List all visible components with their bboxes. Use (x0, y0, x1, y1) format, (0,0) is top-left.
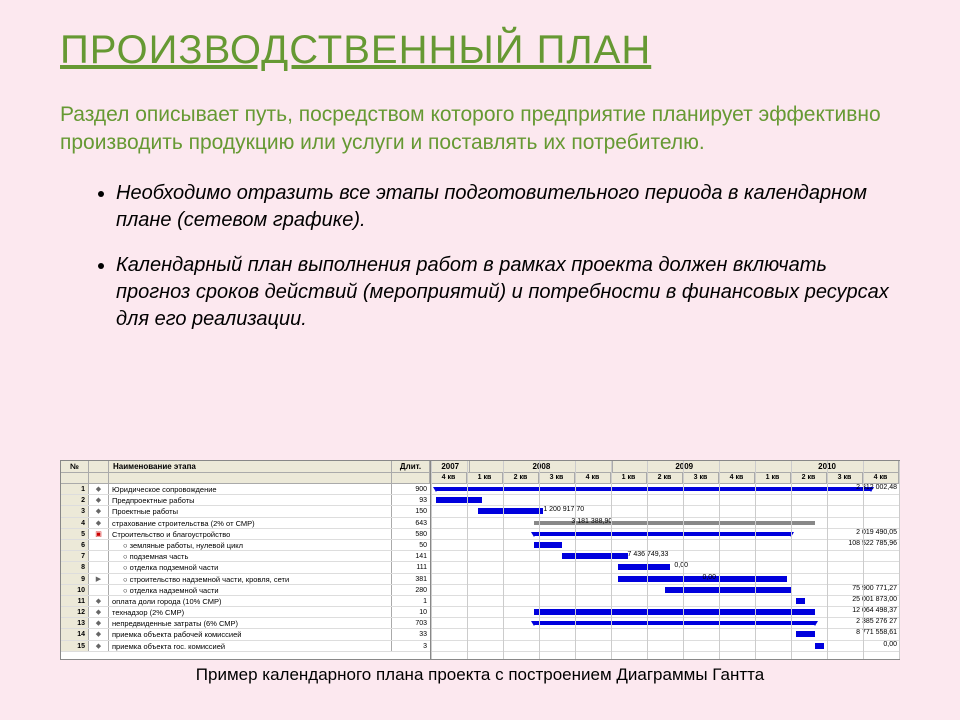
bar-value: 0,00 (674, 562, 688, 569)
gantt-row: 1◆Юридическое сопровождение900 (61, 484, 430, 495)
gantt-row: 6○ земляные работы, нулевой цикл50 (61, 540, 430, 551)
gantt-bar (534, 532, 791, 536)
gantt-row: 8○ отделка подземной части111 (61, 562, 430, 573)
bar-value: 2 019 490,05 (856, 529, 897, 536)
bar-value: 7 436 749,33 (628, 551, 669, 558)
quarter-header: 4 кв (575, 473, 611, 483)
gantt-bar (665, 587, 791, 593)
bar-value: 1 200 917,70 (543, 506, 584, 513)
gantt-bar-row (431, 495, 899, 506)
gantt-row: 4◆страхование строительства (2% от СМР)6… (61, 518, 430, 529)
gantt-bar-row: 7 436 749,33 (431, 551, 899, 562)
gantt-row: 15◆приемка объекта гос. комиссией3 (61, 641, 430, 652)
gantt-bar (618, 564, 669, 570)
bar-value: 25 001 873,00 (852, 596, 897, 603)
gantt-bar (815, 643, 824, 649)
gantt-bar-row: 0,00 (431, 574, 899, 585)
bullet-item: Календарный план выполнения работ в рамк… (116, 252, 900, 333)
gantt-bar-row: 75 900 771,27 (431, 585, 899, 596)
quarter-header: 4 кв (431, 473, 467, 483)
year-header: 2010 (756, 461, 899, 472)
col-name-header: Наименование этапа (109, 461, 392, 472)
gantt-bar (478, 508, 544, 514)
quarter-header: 2 кв (503, 473, 539, 483)
gantt-row: 13◆непредвиденные затраты (6% СМР)703 (61, 618, 430, 629)
intro-text: Раздел описывает путь, посредством котор… (60, 101, 900, 158)
gantt-bar-row: 2 312 002,48 (431, 484, 899, 495)
quarter-header: 1 кв (755, 473, 791, 483)
gantt-bar (562, 553, 628, 559)
gantt-row: 5▣Строительство и благоустройство580 (61, 529, 430, 540)
bar-value: 3 181 388,90 (571, 518, 612, 525)
year-header: 2008 (470, 461, 613, 472)
gantt-bar-row: 2 019 490,05 (431, 529, 899, 540)
quarter-header: 1 кв (467, 473, 503, 483)
gantt-bar-row: 1 200 917,70 (431, 506, 899, 517)
gantt-bar (534, 621, 815, 625)
quarter-header: 3 кв (827, 473, 863, 483)
gantt-chart: № Наименование этапа Длит. 1◆Юридическое… (60, 460, 900, 660)
quarter-header: 1 кв (611, 473, 647, 483)
gantt-bar (436, 497, 483, 503)
col-dur-header: Длит. (392, 461, 430, 472)
gantt-row: 7○ подземная часть141 (61, 551, 430, 562)
bullet-item: Необходимо отразить все этапы подготовит… (116, 180, 900, 234)
gantt-bar-row: 8 771 558,61 (431, 629, 899, 640)
quarter-header: 2 кв (647, 473, 683, 483)
quarter-header: 4 кв (719, 473, 755, 483)
gantt-bar-row: 12 064 498,37 (431, 607, 899, 618)
bar-value: 75 900 771,27 (852, 585, 897, 592)
quarter-header: 3 кв (683, 473, 719, 483)
gantt-bar (796, 631, 815, 637)
gantt-row: 11◆оплата доли города (10% СМР)1 (61, 596, 430, 607)
gantt-bar (534, 609, 815, 615)
bar-value: 2 312 002,48 (856, 484, 897, 491)
gantt-row: 14◆приемка объекта рабочей комиссией33 (61, 629, 430, 640)
slide-title: ПРОИЗВОДСТВЕННЫЙ ПЛАН (60, 28, 900, 73)
quarter-header: 2 кв (791, 473, 827, 483)
bar-value: 108 522 785,96 (848, 540, 897, 547)
gantt-bar-row: 0,00 (431, 641, 899, 652)
gantt-row: 10○ отделка надземной части280 (61, 585, 430, 596)
gantt-row: 9▶○ строительство надземной части, кровл… (61, 574, 430, 585)
year-header: 2007 (431, 461, 470, 472)
gantt-bar-row: 2 385 276 27 (431, 618, 899, 629)
bar-value: 0,00 (702, 574, 716, 581)
year-header: 2009 (613, 461, 756, 472)
bar-value: 2 385 276 27 (856, 618, 897, 625)
bar-value: 0,00 (883, 641, 897, 648)
quarter-header: 4 кв (863, 473, 899, 483)
gantt-table: № Наименование этапа Длит. 1◆Юридическое… (61, 461, 431, 659)
gantt-row: 12◆технадзор (2% СМР)10 (61, 607, 430, 618)
bar-value: 8 771 558,61 (856, 629, 897, 636)
gantt-bar-row: 3 181 388,90 (431, 518, 899, 529)
gantt-bar (436, 487, 871, 491)
gantt-bar (534, 542, 562, 548)
gantt-row: 3◆Проектные работы150 (61, 506, 430, 517)
gantt-bar-row: 25 001 873,00 (431, 596, 899, 607)
gantt-bar-row: 108 522 785,96 (431, 540, 899, 551)
bullet-list: Необходимо отразить все этапы подготовит… (60, 180, 900, 333)
bar-value: 12 064 498,37 (852, 607, 897, 614)
quarter-header: 3 кв (539, 473, 575, 483)
gantt-timeline: 2007200820092010 4 кв1 кв2 кв3 кв4 кв1 к… (431, 461, 899, 659)
gantt-bar (796, 598, 805, 604)
gantt-bar-row: 0,00 (431, 562, 899, 573)
col-num-header: № (61, 461, 89, 472)
gantt-caption: Пример календарного плана проекта с пост… (0, 665, 960, 685)
gantt-row: 2◆Предпроектные работы93 (61, 495, 430, 506)
col-icon-header (89, 461, 109, 472)
